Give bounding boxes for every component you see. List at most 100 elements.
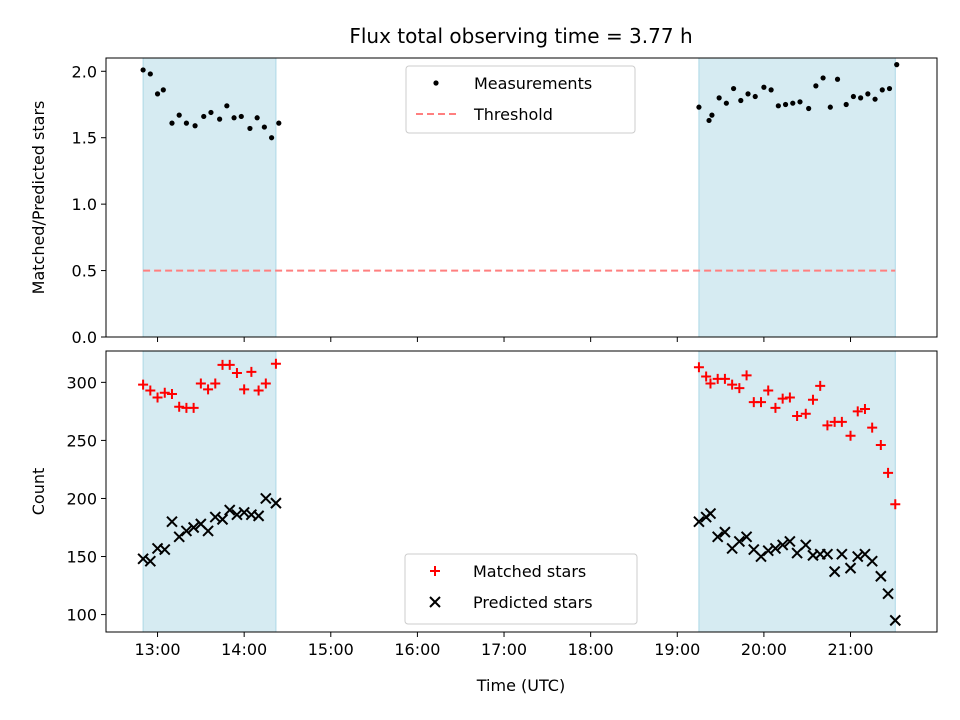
measurements-point-22 <box>716 95 722 101</box>
legend-predicted-stars-label: Predicted stars <box>473 593 593 612</box>
bottom-y-axis-label: Count <box>29 468 48 516</box>
matched-stars-point-13 <box>231 368 242 379</box>
matched-stars-point-31 <box>777 393 788 404</box>
matched-stars-point-20 <box>701 371 712 382</box>
x-tick-label-6: 19:00 <box>654 640 700 659</box>
matched-stars-point-16 <box>253 385 264 396</box>
matched-stars-point-43 <box>867 422 878 433</box>
bottom-legend: Matched stars Predicted stars <box>404 553 638 625</box>
measurements-point-26 <box>745 91 751 97</box>
predicted-stars-point-0 <box>137 553 149 565</box>
predicted-stars-point-32 <box>784 535 796 548</box>
measurements-point-27 <box>752 93 758 100</box>
chart-title: Flux total observing time = 3.77 h <box>349 24 692 48</box>
matched-stars-point-14 <box>239 384 250 395</box>
measurements-point-20 <box>706 117 712 124</box>
matched-stars-point-39 <box>836 416 847 427</box>
matched-stars-point-41 <box>852 406 863 417</box>
measurements-point-39 <box>843 101 849 108</box>
predicted-stars-point-38 <box>828 565 841 578</box>
matched-stars-point-9 <box>203 384 214 395</box>
matched-stars-point-1 <box>145 385 156 396</box>
measurements-point-4 <box>169 120 175 126</box>
measurements-point-10 <box>217 116 223 122</box>
measurements-point-13 <box>238 113 244 120</box>
x-tick-label-7: 20:00 <box>741 640 787 659</box>
predicted-stars-point-7 <box>187 521 200 534</box>
matched-stars-point-10 <box>210 378 221 389</box>
top-shaded-interval-1 <box>142 57 277 338</box>
bottom-y-tick-label-0: 100 <box>66 606 97 625</box>
matched-stars-point-44 <box>875 440 886 451</box>
matched-stars-point-40 <box>845 430 856 441</box>
legend-measurements-marker <box>433 80 439 86</box>
measurements-point-23 <box>723 100 729 106</box>
measurements-point-9 <box>208 109 214 116</box>
measurements-point-36 <box>820 75 826 81</box>
predicted-stars-point-10 <box>209 511 221 523</box>
predicted-stars-point-9 <box>202 525 214 537</box>
measurements-point-30 <box>775 103 781 109</box>
predicted-stars-point-23 <box>719 526 731 538</box>
measurements-point-7 <box>192 123 198 129</box>
x-tick-label-1: 14:00 <box>221 640 267 659</box>
matched-stars-point-42 <box>859 404 870 415</box>
predicted-stars-point-3 <box>159 543 171 556</box>
matched-stars-point-29 <box>763 385 774 396</box>
measurements-point-28 <box>761 84 767 90</box>
matched-stars-point-19 <box>693 362 704 373</box>
predicted-stars-point-26 <box>740 531 753 543</box>
matched-stars-point-21 <box>705 378 716 389</box>
matched-stars-point-12 <box>224 359 235 370</box>
bottom-y-tick-label-4: 300 <box>66 373 97 392</box>
matched-stars-point-23 <box>719 373 730 384</box>
top-y-tick-label-4: 2.0 <box>72 62 97 81</box>
measurements-point-19 <box>696 104 702 110</box>
top-legend-box <box>405 65 636 134</box>
predicted-stars-point-29 <box>762 545 774 557</box>
matched-stars-point-2 <box>152 392 163 403</box>
matched-stars-point-5 <box>174 401 185 412</box>
x-tick-label-8: 21:00 <box>827 640 873 659</box>
measurements-point-15 <box>254 115 260 121</box>
measurements-point-37 <box>827 104 833 110</box>
matched-stars-point-18 <box>270 358 281 369</box>
matched-stars-point-30 <box>770 402 781 413</box>
matched-stars-point-17 <box>260 378 271 389</box>
predicted-stars-point-22 <box>711 531 724 543</box>
predicted-stars-point-13 <box>231 509 243 521</box>
predicted-stars-point-17 <box>260 492 272 505</box>
predicted-stars-point-40 <box>844 562 857 574</box>
bottom-y-tick-label-2: 200 <box>66 489 97 508</box>
predicted-stars-point-43 <box>866 555 878 567</box>
measurements-point-2 <box>154 91 161 97</box>
predicted-stars-point-18 <box>270 497 282 509</box>
top-legend: Measurements Threshold <box>405 65 636 134</box>
matched-stars-point-45 <box>883 467 894 478</box>
matched-stars-point-25 <box>734 383 745 394</box>
matched-stars-point-33 <box>792 411 803 422</box>
predicted-stars-point-37 <box>821 548 834 560</box>
matched-stars-point-4 <box>166 388 177 399</box>
measurements-point-8 <box>201 113 207 120</box>
legend-threshold-label: Threshold <box>473 105 553 124</box>
predicted-stars-point-30 <box>769 542 782 555</box>
measurements-point-0 <box>140 67 146 73</box>
predicted-stars-point-21 <box>704 507 717 520</box>
measurements-point-24 <box>730 85 737 92</box>
predicted-stars-point-31 <box>776 539 789 551</box>
top-shaded-interval-2 <box>698 57 896 338</box>
bottom-shaded-interval-2 <box>698 350 896 633</box>
measurements-point-43 <box>872 96 878 102</box>
x-tick-label-2: 15:00 <box>308 640 354 659</box>
matched-stars-point-36 <box>815 380 826 391</box>
legend-measurements-label: Measurements <box>474 74 592 93</box>
top-y-tick-label-0: 0.0 <box>72 328 97 347</box>
matched-stars-point-15 <box>246 366 257 377</box>
matched-stars-point-34 <box>800 408 811 419</box>
x-tick-label-5: 18:00 <box>568 640 614 659</box>
measurements-point-5 <box>176 112 182 118</box>
measurements-point-34 <box>806 105 812 112</box>
measurements-point-21 <box>709 112 715 118</box>
